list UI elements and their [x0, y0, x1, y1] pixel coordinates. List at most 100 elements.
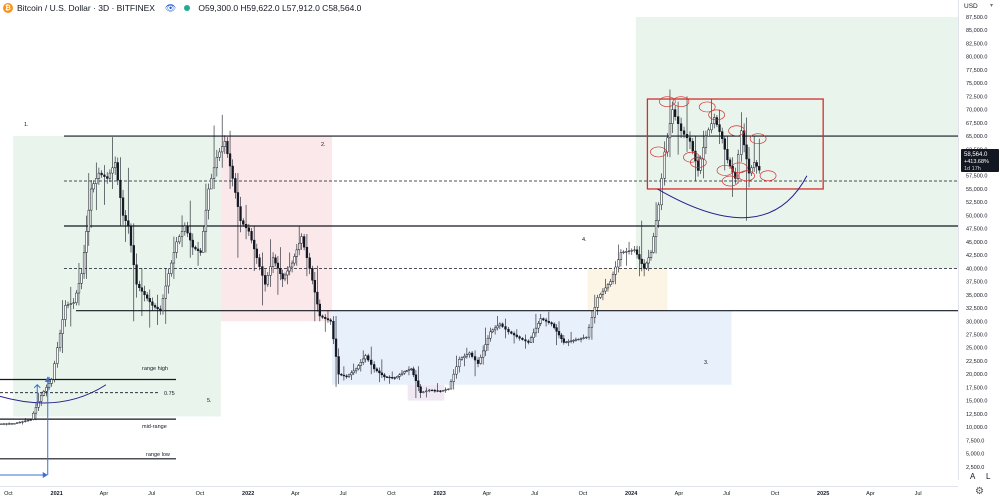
arrow-head-up: [44, 376, 51, 382]
candle-body: [167, 273, 170, 287]
candle-body: [476, 359, 480, 364]
candle-body: [159, 308, 162, 311]
price-tick-label: 65,000.0: [966, 134, 987, 140]
candle-body: [274, 257, 277, 264]
candle-body: [691, 141, 694, 152]
candle-body: [666, 137, 669, 153]
log-scale-button[interactable]: L: [986, 472, 991, 481]
candle-body: [236, 192, 240, 207]
price-tick-label: 42,500.0: [966, 253, 987, 259]
candle-body: [547, 321, 550, 323]
candle-body: [42, 391, 45, 396]
time-tick-label: Apr: [100, 491, 109, 497]
note-3: 3.: [704, 360, 709, 366]
candle-body: [305, 246, 309, 259]
candle-body: [100, 172, 103, 176]
candle-body: [553, 323, 556, 328]
price-tick-label: 7,500.0: [966, 438, 984, 444]
candle-body: [212, 167, 216, 179]
candle-body: [682, 130, 686, 135]
candle-body: [375, 368, 379, 372]
candle-body: [702, 147, 705, 160]
candle-body: [518, 336, 521, 339]
time-tick-label: Oct: [771, 491, 780, 497]
candle-body: [534, 327, 538, 334]
candle-body: [582, 337, 585, 339]
zone-layer: [13, 17, 958, 417]
candle-body: [146, 294, 149, 299]
candle-body: [649, 252, 653, 259]
candle-body: [250, 231, 253, 241]
candle-body: [560, 334, 563, 339]
settings-gear-icon[interactable]: ⚙: [975, 486, 984, 497]
symbol-title[interactable]: Bitcoin / U.S. Dollar · 3D · BITFINEX: [17, 3, 155, 13]
last-price-label: 58,564.0 +413.68% 1d 17h: [961, 149, 999, 172]
candle-body: [436, 390, 439, 392]
candle-body: [10, 423, 13, 425]
candle-body: [740, 130, 743, 155]
candle-body: [15, 422, 19, 424]
candle-body: [614, 266, 617, 275]
candle-body: [183, 225, 186, 232]
candle-body: [378, 370, 381, 374]
candle-body: [69, 303, 72, 305]
candle-body: [463, 355, 466, 359]
candle-body: [178, 236, 181, 243]
price-tick-label: 32,500.0: [966, 306, 987, 312]
candle-body: [124, 215, 127, 221]
candle-body: [611, 274, 615, 282]
time-tick-label: Jul: [915, 491, 922, 497]
range-box: [646, 98, 824, 190]
candle-body: [403, 371, 406, 374]
candle-body: [425, 390, 428, 393]
time-axis[interactable]: [0, 486, 958, 502]
price-axis[interactable]: [958, 0, 1000, 480]
price-tick-label: 5,000.0: [966, 452, 984, 458]
annotation-layer: 1. 2. 3. 4. 5. range high 0.75 mid-range…: [24, 122, 709, 458]
candle-body: [329, 319, 332, 322]
candle-body: [175, 241, 178, 253]
candle-body: [524, 339, 527, 342]
candle-body: [129, 225, 133, 246]
eye-icon[interactable]: 👁: [164, 2, 177, 13]
candle-body: [574, 339, 578, 341]
candle-body: [32, 412, 35, 420]
candle-body: [642, 263, 646, 269]
chevron-down-icon[interactable]: ▾: [990, 3, 994, 9]
candle-body: [261, 266, 264, 276]
time-tick-label: Jul: [723, 491, 730, 497]
auto-scale-button[interactable]: A: [970, 472, 976, 481]
candle-body: [80, 273, 83, 284]
candle-body: [340, 373, 343, 376]
price-tick-label: 10,000.0: [966, 425, 987, 431]
candle-body: [439, 390, 442, 392]
candle-body: [121, 197, 125, 216]
time-tick-label: Jul: [148, 491, 155, 497]
candle-body: [283, 274, 287, 280]
candle-body: [713, 117, 716, 124]
circle-marks: [650, 96, 777, 187]
candle-body: [428, 389, 431, 392]
candle-body: [266, 275, 269, 285]
candle-body: [380, 372, 384, 376]
candle-body: [332, 321, 335, 340]
chart-header: ₿ Bitcoin / U.S. Dollar · 3D · BITFINEX …: [0, 0, 958, 16]
candle-body: [373, 364, 376, 370]
candle-body: [635, 249, 639, 255]
price-tick-label: 20,000.0: [966, 372, 987, 378]
candle-body: [75, 292, 78, 303]
candle-body: [489, 331, 492, 339]
candle-body: [127, 220, 130, 227]
candle-body: [609, 281, 612, 285]
note-4: 4.: [582, 237, 587, 243]
currency-selector[interactable]: USD: [964, 3, 978, 10]
candle-body: [334, 338, 338, 357]
candle-body: [40, 395, 43, 402]
candle-body: [512, 333, 516, 336]
candle-body: [685, 134, 689, 139]
time-tick-label: 2022: [242, 491, 254, 497]
candle-body: [337, 356, 340, 375]
candle-body: [407, 369, 411, 371]
candle-body: [138, 283, 141, 288]
